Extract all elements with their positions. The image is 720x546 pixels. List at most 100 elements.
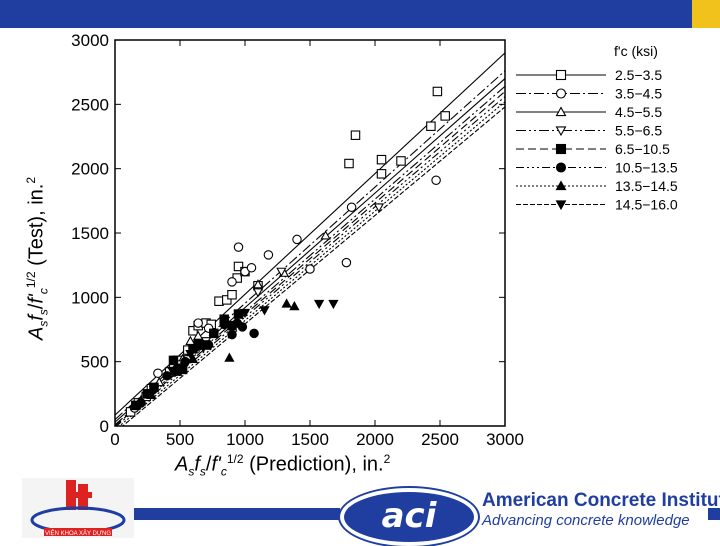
data-point <box>246 262 257 273</box>
y-tick-label: 2500 <box>71 95 109 114</box>
fit-line <box>115 70 505 420</box>
data-point <box>239 308 251 319</box>
data-point <box>313 299 325 310</box>
data-point <box>153 368 163 378</box>
data-point <box>168 355 179 366</box>
data-point <box>188 326 198 336</box>
data-point <box>167 366 178 377</box>
data-point <box>426 121 436 131</box>
org-name: American Concrete Institute <box>482 490 720 511</box>
data-point <box>209 328 219 339</box>
legend-label: 2.5−3.5 <box>615 67 662 83</box>
x-tick-label: 500 <box>166 430 194 449</box>
legend-marker <box>555 88 567 99</box>
data-point <box>263 250 274 260</box>
aci-logo: aci <box>340 488 478 546</box>
data-point <box>187 353 199 364</box>
svg-text:VIỆN KHOA XÂY DỰNG: VIỆN KHOA XÂY DỰNG <box>45 529 111 537</box>
tick-labels: 0 500 1000 1500 2000 2500 3000 0 500 1000 1500 2000… <box>71 31 524 449</box>
data-point <box>172 366 183 376</box>
x-tick-label: 1500 <box>291 430 329 449</box>
data-point <box>233 309 244 319</box>
y-axis-label: Asfs/f'c1/2 (Test), in.2 <box>24 176 51 340</box>
legend-marker <box>555 106 567 117</box>
data-point <box>305 264 315 274</box>
scatter-chart: 0 500 1000 1500 2000 2500 3000 0 500 1000 1500 2000… <box>71 31 678 449</box>
org-tagline: Advancing concrete knowledge <box>482 512 690 529</box>
data-point <box>440 111 450 121</box>
data-point <box>320 230 331 240</box>
data-point <box>249 328 259 339</box>
data-point <box>146 389 157 400</box>
data-point <box>237 322 248 332</box>
x-axis-label: Asfs/f'c1/2 (Prediction), in.2 <box>175 452 391 479</box>
data-point <box>432 86 443 97</box>
data-point <box>252 288 264 298</box>
data-point <box>219 319 229 330</box>
data-point <box>148 384 160 395</box>
data-point <box>344 158 354 169</box>
data-point <box>227 277 237 287</box>
legend-marker <box>555 180 567 191</box>
x-tick-label: 1000 <box>226 430 264 449</box>
legend-marker <box>555 162 567 173</box>
data-point <box>281 298 292 308</box>
y-tick-label: 3000 <box>71 31 109 50</box>
data-points <box>125 86 450 417</box>
x-tick-label: 2000 <box>356 430 394 449</box>
data-point <box>431 175 441 185</box>
fit-line <box>115 52 505 416</box>
footer-bar-left <box>134 508 340 520</box>
data-point <box>396 156 406 166</box>
data-point <box>346 202 357 213</box>
data-point <box>193 318 203 328</box>
fit-line <box>115 96 505 426</box>
x-tick-label: 2500 <box>421 430 459 449</box>
chart-frame <box>114 39 506 427</box>
data-point <box>185 350 196 360</box>
legend-label: 6.5−10.5 <box>615 141 670 157</box>
legend-label: 14.5−16.0 <box>615 197 678 213</box>
y-tick-label: 0 <box>100 417 109 436</box>
legend-marker <box>555 200 567 211</box>
y-tick-label: 1500 <box>71 224 109 243</box>
data-point <box>292 234 302 245</box>
data-point <box>376 154 387 165</box>
legend-title: f'c (ksi) <box>614 43 658 59</box>
data-point <box>185 335 196 345</box>
x-tick-label: 0 <box>110 430 119 449</box>
data-point <box>252 279 264 289</box>
data-point <box>341 257 352 268</box>
data-point <box>214 296 224 306</box>
data-point <box>276 267 287 277</box>
data-point <box>289 301 300 311</box>
footer-bar-right <box>708 508 720 520</box>
data-point <box>222 295 232 305</box>
y-tick-label: 2000 <box>71 160 109 179</box>
data-point <box>233 242 244 252</box>
legend-marker <box>555 69 567 81</box>
data-point <box>227 329 237 340</box>
y-tick-label: 500 <box>81 353 109 372</box>
slide-top-bar <box>0 0 720 28</box>
data-point <box>227 290 237 300</box>
data-point <box>373 203 385 213</box>
y-tick-label: 1000 <box>71 288 109 307</box>
x-tick-label: 3000 <box>486 430 524 449</box>
data-point <box>328 299 339 310</box>
data-point <box>259 306 270 316</box>
legend-marker <box>555 126 567 137</box>
legend-label: 5.5−6.5 <box>615 123 662 139</box>
data-point <box>162 371 172 381</box>
data-point <box>350 130 361 140</box>
legend-label: 13.5−14.5 <box>615 178 678 194</box>
top-bar-accent <box>692 0 720 28</box>
data-point <box>135 394 147 405</box>
data-point <box>180 356 190 367</box>
legend-marker <box>555 143 567 155</box>
fit-line <box>115 85 505 426</box>
data-point <box>224 352 235 362</box>
legend-label: 4.5−5.5 <box>615 104 662 120</box>
data-point <box>198 343 209 353</box>
data-point <box>376 169 387 179</box>
